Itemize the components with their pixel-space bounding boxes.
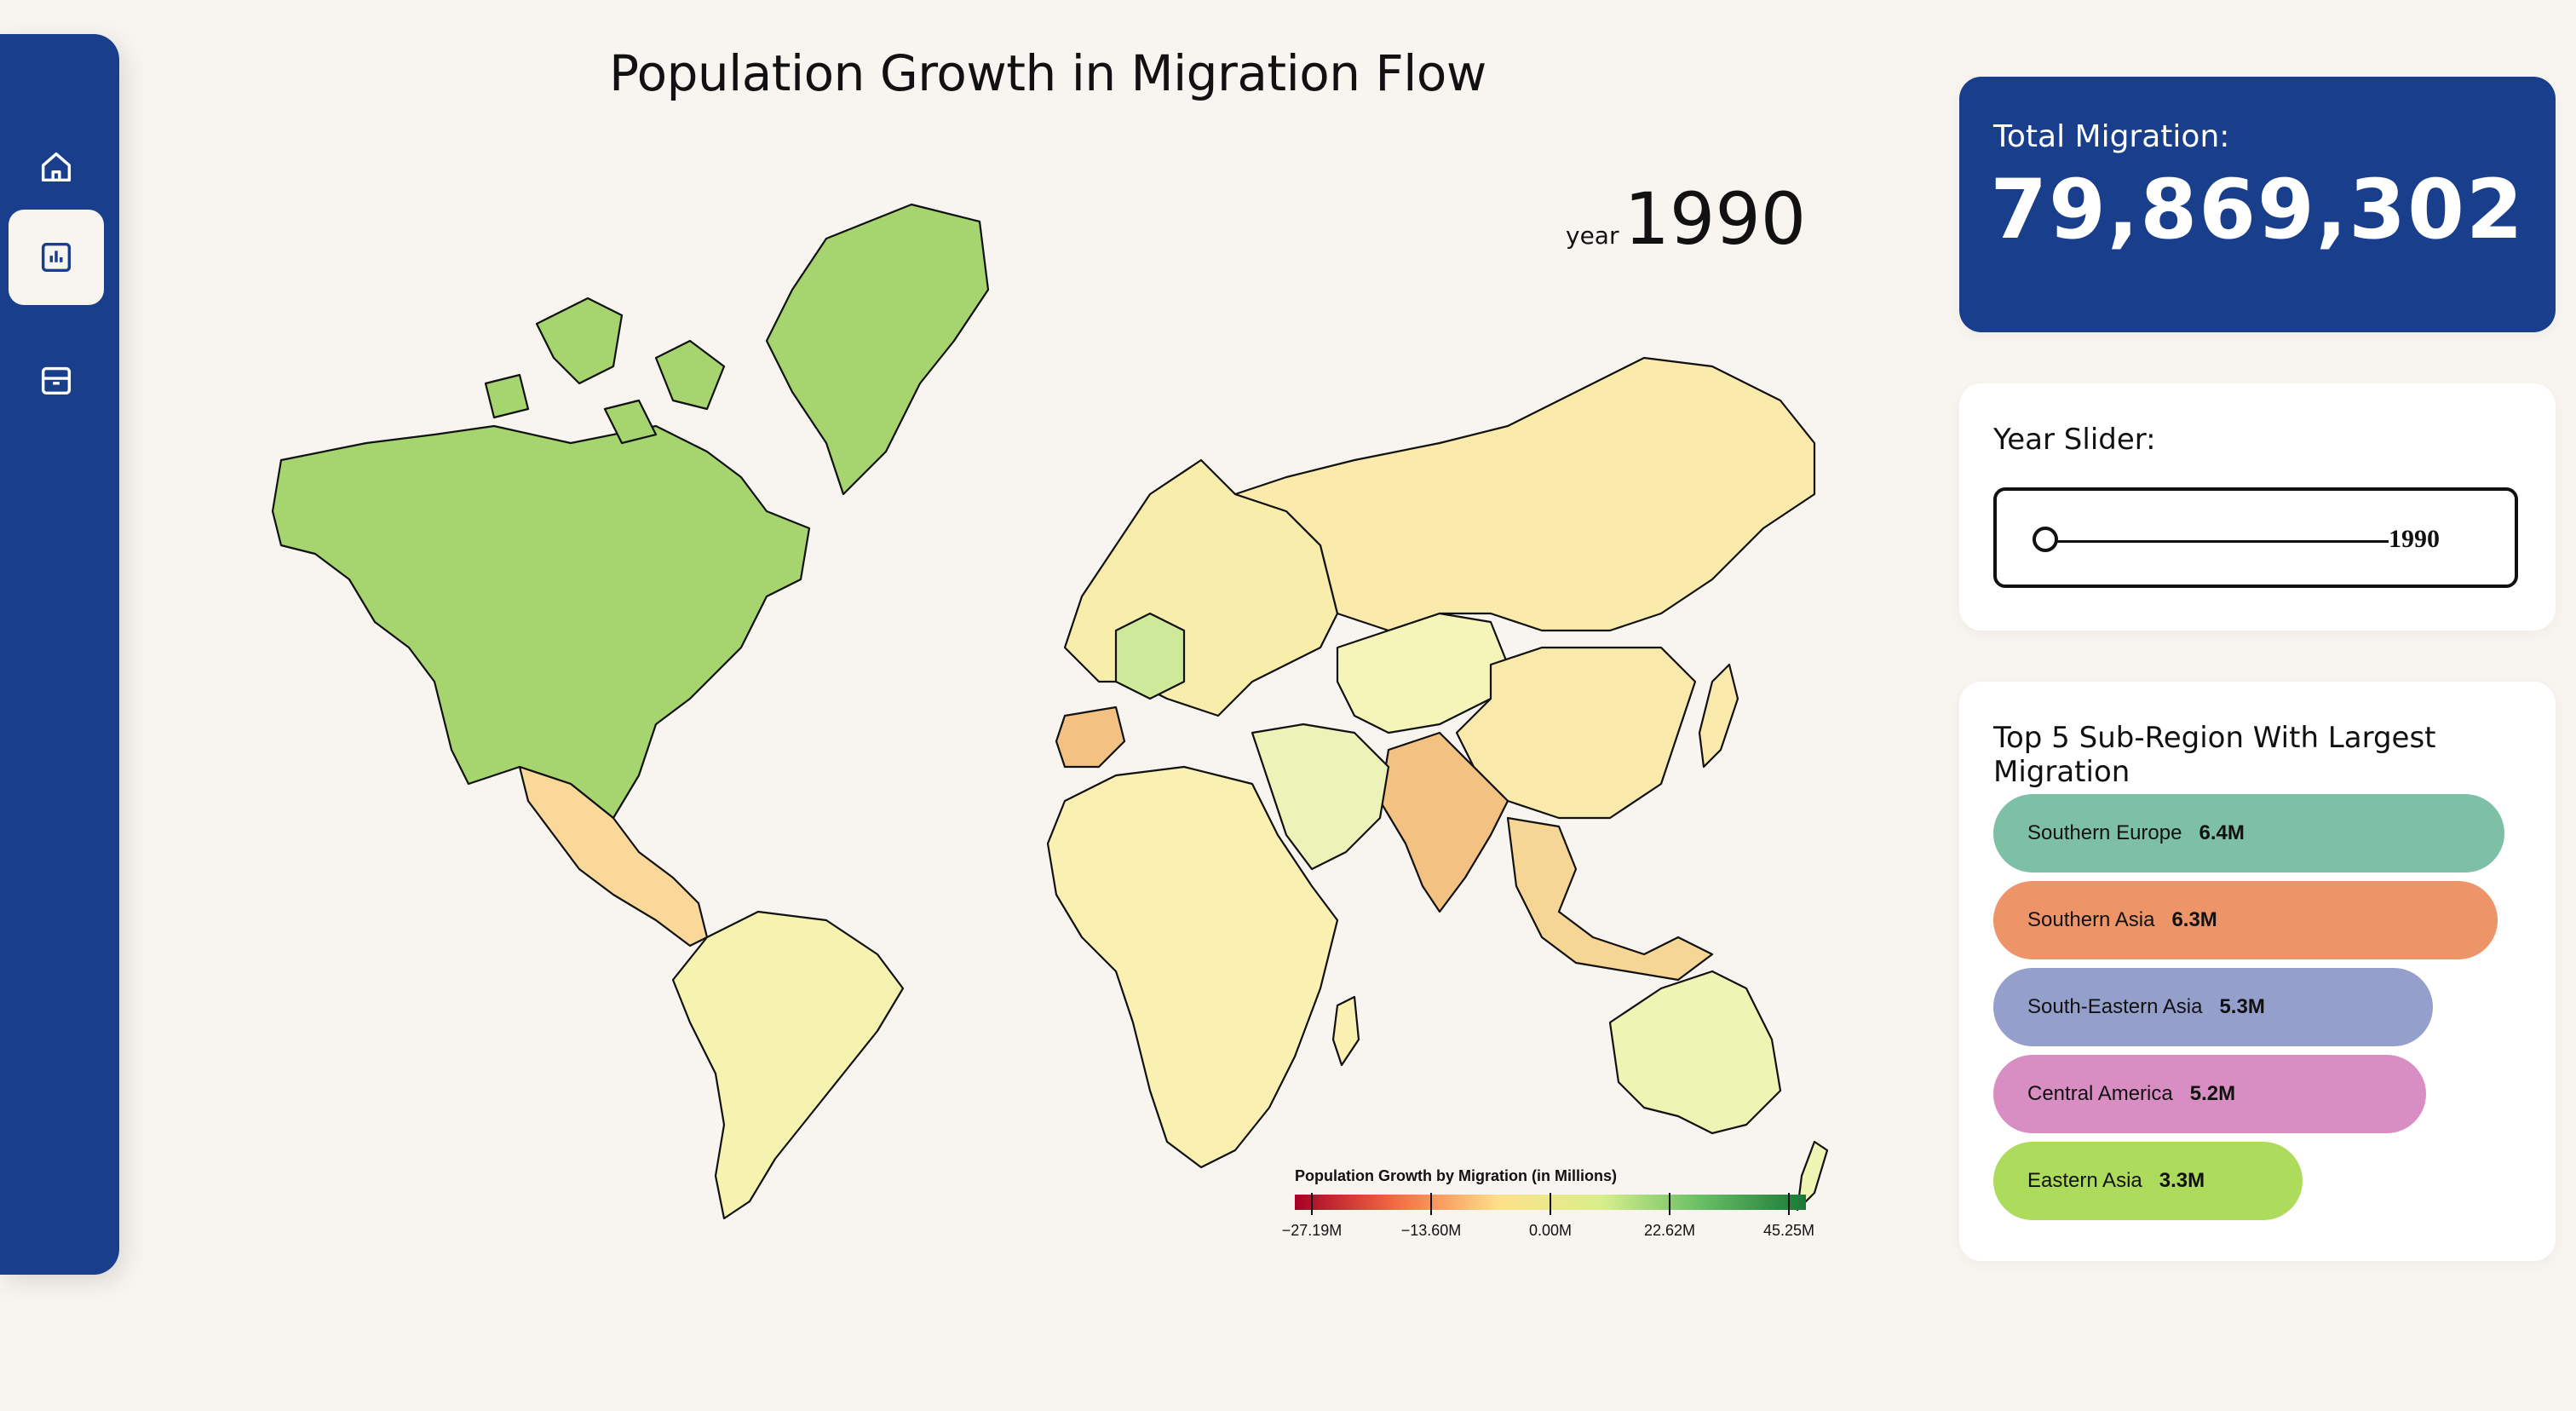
legend-tick-label: −27.19M [1282, 1222, 1343, 1239]
region-spain[interactable] [1055, 706, 1126, 769]
top5-bar-name: Southern Asia [2027, 908, 2155, 931]
top5-bar[interactable]: Southern Europe 6.4M [1993, 794, 2504, 873]
top5-bar-name: Southern Europe [2027, 821, 2182, 844]
top5-bar-name: Eastern Asia [2027, 1169, 2142, 1192]
top5-card: Top 5 Sub-Region With Largest Migration … [1959, 682, 2556, 1261]
home-icon [41, 152, 72, 182]
year-value: 1990 [1624, 177, 1807, 261]
region-middle-east[interactable] [1251, 723, 1390, 871]
top5-bar-value: 6.4M [2199, 821, 2245, 844]
year-label: year [1566, 222, 1619, 250]
region-south-asia[interactable] [1378, 731, 1509, 913]
nav-box-button[interactable] [9, 332, 104, 428]
legend-tick-label: −13.60M [1401, 1222, 1462, 1239]
region-china[interactable] [1455, 646, 1697, 820]
legend-title: Population Growth by Migration (in Milli… [1295, 1167, 1617, 1184]
sidebar [0, 34, 119, 1275]
total-migration-label: Total Migration: [1993, 119, 2230, 154]
region-greenland[interactable] [765, 203, 990, 496]
legend-tick-label: 22.62M [1644, 1222, 1695, 1239]
top5-bar-value: 6.3M [2171, 908, 2217, 931]
top5-bar-name: South-Eastern Asia [2027, 995, 2203, 1018]
region-australia[interactable] [1608, 970, 1782, 1135]
region-north-america[interactable] [271, 424, 811, 820]
top5-bar-value: 5.3M [2219, 995, 2265, 1018]
year-display: year1990 [1566, 177, 1806, 261]
top5-bar[interactable]: Southern Asia 6.3M [1993, 881, 2498, 959]
top5-bar-name: Central America [2027, 1082, 2173, 1105]
year-slider-track[interactable] [2048, 540, 2389, 543]
region-russia[interactable] [1233, 356, 1816, 632]
box-icon [41, 366, 72, 395]
total-migration-card: Total Migration: 79,869,302 [1959, 77, 2556, 332]
region-madagascar[interactable] [1331, 995, 1360, 1067]
top5-bar[interactable]: Central America 5.2M [1993, 1055, 2426, 1133]
top5-bar[interactable]: Eastern Asia 3.3M [1993, 1142, 2303, 1220]
year-slider-value: 1990 [2389, 525, 2440, 553]
region-mexico[interactable] [518, 765, 709, 947]
region-arctic-islands[interactable] [484, 297, 726, 445]
top5-bar-value: 3.3M [2159, 1169, 2205, 1192]
top5-bar-value: 5.2M [2189, 1082, 2236, 1105]
nav-chart-button[interactable] [9, 210, 104, 305]
map-legend: Population Growth by Migration (in Milli… [1282, 1167, 1814, 1239]
region-germany[interactable] [1114, 612, 1186, 700]
year-slider-card: Year Slider: 1990 [1959, 383, 2556, 631]
year-slider-thumb[interactable] [2033, 527, 2058, 552]
legend-tick-label: 0.00M [1529, 1222, 1572, 1239]
top5-bar[interactable]: South-Eastern Asia 5.3M [1993, 968, 2433, 1046]
region-africa[interactable] [1046, 765, 1339, 1169]
region-southeast-asia[interactable] [1506, 816, 1714, 982]
total-migration-value: 79,869,302 [1990, 162, 2525, 257]
chart-icon [41, 242, 72, 273]
year-slider-box: 1990 [1993, 487, 2518, 588]
region-south-america[interactable] [671, 910, 905, 1220]
legend-tick-label: 45.25M [1763, 1222, 1814, 1239]
top5-title: Top 5 Sub-Region With Largest Migration [1993, 721, 2436, 789]
world-map [271, 203, 1829, 1220]
region-japan[interactable] [1698, 663, 1739, 769]
year-slider-label: Year Slider: [1993, 423, 2156, 457]
nav-home-button[interactable] [9, 119, 104, 215]
map-title: Population Growth in Migration Flow [609, 44, 1486, 102]
